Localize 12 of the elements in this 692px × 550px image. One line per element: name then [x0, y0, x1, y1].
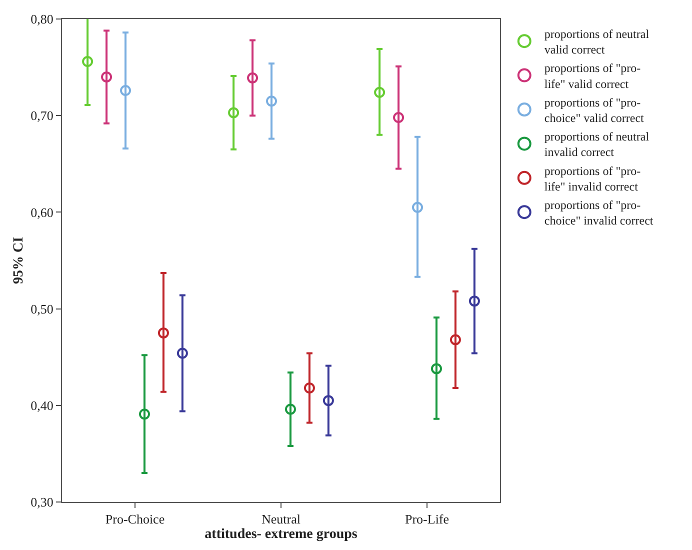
- y-tick-label: 0,50: [30, 301, 54, 316]
- y-axis-title: 95% CI: [11, 236, 26, 284]
- x-tick-label: Pro-Life: [404, 512, 450, 527]
- x-tick-label: Neutral: [262, 512, 301, 527]
- y-tick-label: 0,70: [30, 108, 54, 124]
- y-tick-label: 0,40: [30, 398, 54, 413]
- y-tick-label: 0,60: [30, 204, 54, 220]
- legend-label: proportions of "pro-choice" invalid correct: [544, 198, 654, 228]
- y-tick-label: 0,80: [30, 12, 54, 27]
- x-axis-title: attitudes- extreme groups: [204, 526, 358, 542]
- y-tick-label: 0,30: [30, 494, 54, 510]
- x-tick-label: Pro-Choice: [105, 512, 165, 527]
